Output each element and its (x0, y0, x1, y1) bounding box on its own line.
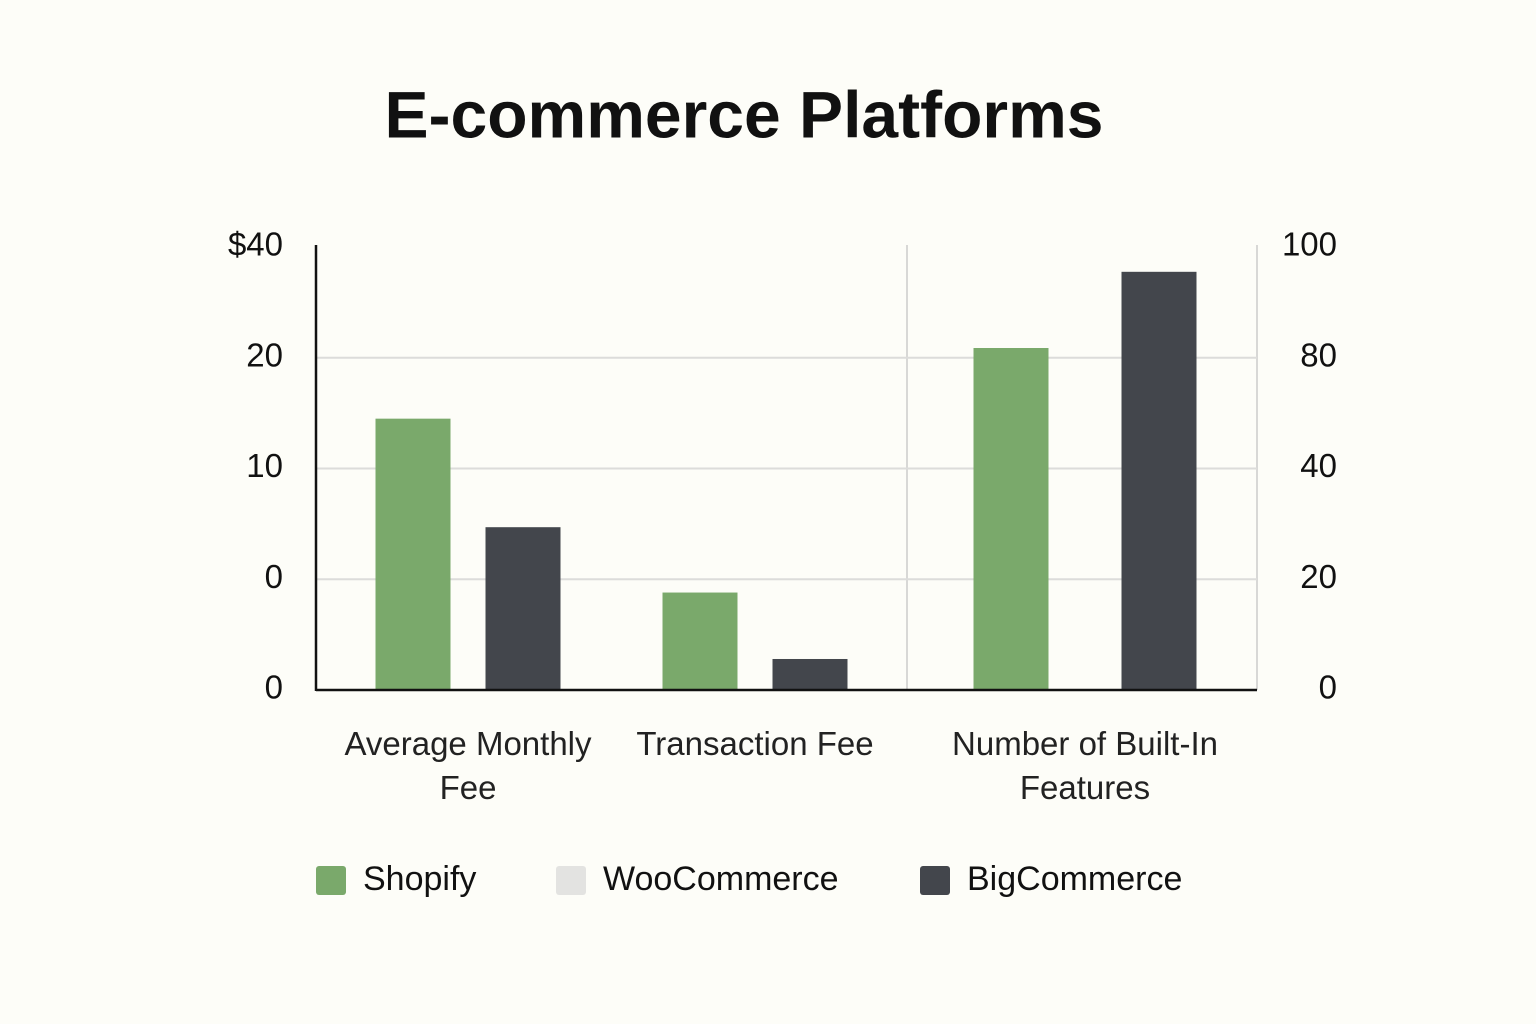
x-tick-label: Transaction Fee (636, 725, 874, 762)
legend-label: BigCommerce (967, 860, 1182, 898)
chart-title: E-commerce Platforms (385, 77, 1104, 151)
y2-tick-label: 100 (1282, 226, 1337, 263)
y-tick-label: 0 (265, 669, 283, 706)
legend-label: Shopify (363, 860, 476, 898)
legend-swatch (316, 866, 346, 895)
y-tick-label: 0 (265, 558, 283, 595)
y2-tick-label: 20 (1300, 558, 1337, 595)
y2-tick-label: 40 (1300, 447, 1337, 484)
bar (662, 592, 738, 690)
bar (485, 527, 561, 690)
bar (1121, 271, 1197, 690)
bar (375, 418, 451, 690)
legend-label: WooCommerce (603, 860, 839, 898)
legend-swatch (920, 866, 950, 895)
y2-tick-label: 80 (1300, 336, 1337, 373)
x-tick-label: Average Monthly Fee (344, 725, 592, 806)
y2-tick-label: 0 (1319, 669, 1337, 706)
y-tick-label: 20 (246, 336, 283, 373)
y-tick-label: $40 (228, 226, 283, 263)
legend: Shopify WooCommerce BigCommerce (316, 860, 1182, 898)
bars (375, 271, 1197, 690)
grid (316, 356, 1257, 581)
x-tick-label: Number of Built-In Features (952, 725, 1218, 806)
y-tick-label: 10 (246, 447, 283, 484)
legend-swatch (556, 866, 586, 895)
bar (973, 348, 1049, 690)
bar (772, 658, 848, 690)
